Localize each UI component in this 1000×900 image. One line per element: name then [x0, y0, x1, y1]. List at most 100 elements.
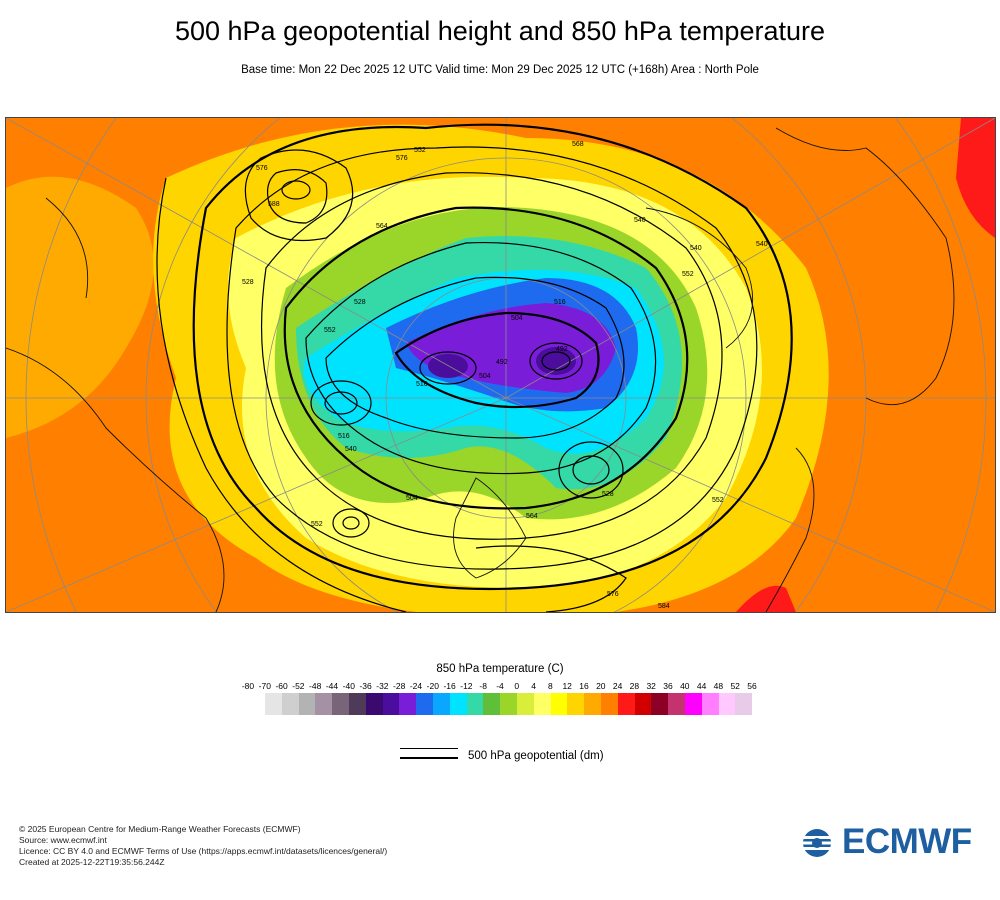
colorbar-swatch	[500, 693, 517, 715]
colorbar-swatch	[265, 693, 282, 715]
warm-patch-ne	[956, 118, 995, 238]
colorbar-tick-label: -8	[479, 681, 487, 691]
contour-legend-symbol	[400, 748, 458, 759]
colorbar-tick-label: 32	[646, 681, 656, 691]
contour-label: 504	[479, 373, 491, 380]
contour-label: 564	[526, 513, 538, 520]
colorbar-swatch	[533, 693, 551, 715]
colorbar-tick-label: -28	[393, 681, 406, 691]
colorbar-swatch	[718, 693, 736, 715]
colorbar-swatch	[634, 693, 652, 715]
colorbar-tick-label: -24	[409, 681, 423, 691]
contour-label: 492	[496, 359, 508, 366]
contour-label: 516	[416, 381, 428, 388]
contour-label: 552	[414, 147, 426, 154]
colorbar-tick-label: 48	[713, 681, 724, 691]
colorbar-swatch	[298, 693, 316, 715]
colorbar-swatch	[449, 693, 467, 715]
colorbar-swatch	[466, 693, 484, 715]
colorbar-swatch	[735, 693, 753, 715]
contour-label: 492	[556, 346, 568, 353]
contour-label: 504	[406, 495, 418, 502]
contour-label: 552	[712, 497, 724, 504]
ecmwf-logo-mark	[799, 829, 835, 857]
colorbar-tick-label: -80	[241, 681, 255, 691]
colorbar-swatch	[516, 693, 534, 715]
contour-label: 588	[268, 201, 280, 208]
coastlines	[6, 127, 955, 612]
contour-label: 576	[256, 165, 268, 172]
colorbar-swatch	[701, 693, 719, 715]
colorbar-tick-label: 12	[562, 681, 572, 691]
colorbar-tick-label: 0	[514, 681, 520, 691]
colorbar-tick-label: -20	[426, 681, 439, 691]
warm-patch-se	[736, 585, 796, 612]
copyright-line: © 2025 European Centre for Medium-Range …	[19, 824, 301, 834]
contour-label: 528	[602, 491, 614, 498]
colorbar-tick-label: 8	[548, 681, 553, 691]
colorbar-tick-label: 44	[696, 681, 707, 691]
colorbar-swatch	[567, 693, 585, 715]
chart-subtitle: Base time: Mon 22 Dec 2025 12 UTC Valid …	[241, 64, 759, 76]
colorbar-swatch	[550, 693, 568, 715]
map-canvas: 576 588 564 576 552 528 516 504 492 492 …	[6, 118, 995, 612]
contour-label: 528	[242, 279, 254, 286]
colorbar-tick-label: -52	[292, 681, 305, 691]
colorbar-tick-label: 40	[680, 681, 690, 691]
colorbar-tick-label: 52	[730, 681, 740, 691]
colorbar-tick-label: -40	[342, 681, 355, 691]
contour-label: 552	[682, 271, 694, 278]
colorbar-tick-label: 56	[747, 681, 757, 691]
colorbar-swatch	[600, 693, 618, 715]
colorbar-swatch	[416, 693, 433, 715]
colorbar	[265, 693, 753, 715]
colorbar-swatch	[382, 693, 400, 715]
contour-label: 540	[756, 241, 768, 248]
colorbar-tick-label: 24	[612, 681, 623, 691]
contour-label: 584	[658, 603, 670, 610]
contour-label: 540	[690, 245, 702, 252]
contour-label: 576	[396, 155, 408, 162]
contour-label: 568	[572, 141, 584, 148]
colorbar-swatch	[365, 693, 383, 715]
contour-label: 516	[338, 433, 350, 440]
colorbar-swatch	[651, 693, 669, 715]
colorbar-tick-label: -48	[309, 681, 322, 691]
contour-label: 552	[311, 521, 323, 528]
colorbar-swatch	[432, 693, 450, 715]
source-line: Source: www.ecmwf.int	[19, 835, 107, 845]
contour-label: 576	[607, 591, 619, 598]
colorbar-tick-label: -36	[359, 681, 372, 691]
chart-title: 500 hPa geopotential height and 850 hPa …	[174, 16, 825, 46]
north-pole-map: 576 588 564 576 552 528 516 504 492 492 …	[5, 117, 996, 613]
ecmwf-logo-text: ECMWF	[842, 822, 972, 861]
colorbar-tick-label: -12	[460, 681, 473, 691]
colorbar-tick-label: 16	[579, 681, 589, 691]
colorbar-tick-label: 4	[531, 681, 536, 691]
contour-label: 540	[345, 446, 357, 453]
colorbar-swatch	[399, 693, 417, 715]
colorbar-swatch	[281, 693, 299, 715]
colorbar-tick-label: -44	[325, 681, 339, 691]
geopotential-contours	[156, 123, 793, 612]
colorbar-swatch	[584, 693, 601, 715]
colorbar-swatch	[348, 693, 366, 715]
colorbar-swatch	[617, 693, 635, 715]
colorbar-tick-label: 28	[629, 681, 640, 691]
colorbar-title: 850 hPa temperature (C)	[436, 663, 564, 675]
colorbar-swatch	[332, 693, 349, 715]
contour-labels: 576 588 564 576 552 528 516 504 492 492 …	[242, 141, 768, 610]
colorbar-swatch	[684, 693, 702, 715]
contour-label: 516	[554, 299, 566, 306]
colorbar-tick-label: -32	[376, 681, 389, 691]
licence-line: Licence: CC BY 4.0 and ECMWF Terms of Us…	[19, 846, 388, 856]
colorbar-tick-label: -4	[496, 681, 504, 691]
colorbar-tick-label: -60	[275, 681, 288, 691]
colorbar-tick-label: 20	[596, 681, 606, 691]
contour-label: 540	[634, 217, 646, 224]
ecmwf-logo: ECMWF	[795, 822, 985, 862]
contour-label: 552	[324, 327, 336, 334]
contour-legend-label: 500 hPa geopotential (dm)	[468, 750, 604, 762]
contour-label: 528	[354, 299, 366, 306]
footer-credits: © 2025 European Centre for Medium-Range …	[19, 824, 387, 868]
